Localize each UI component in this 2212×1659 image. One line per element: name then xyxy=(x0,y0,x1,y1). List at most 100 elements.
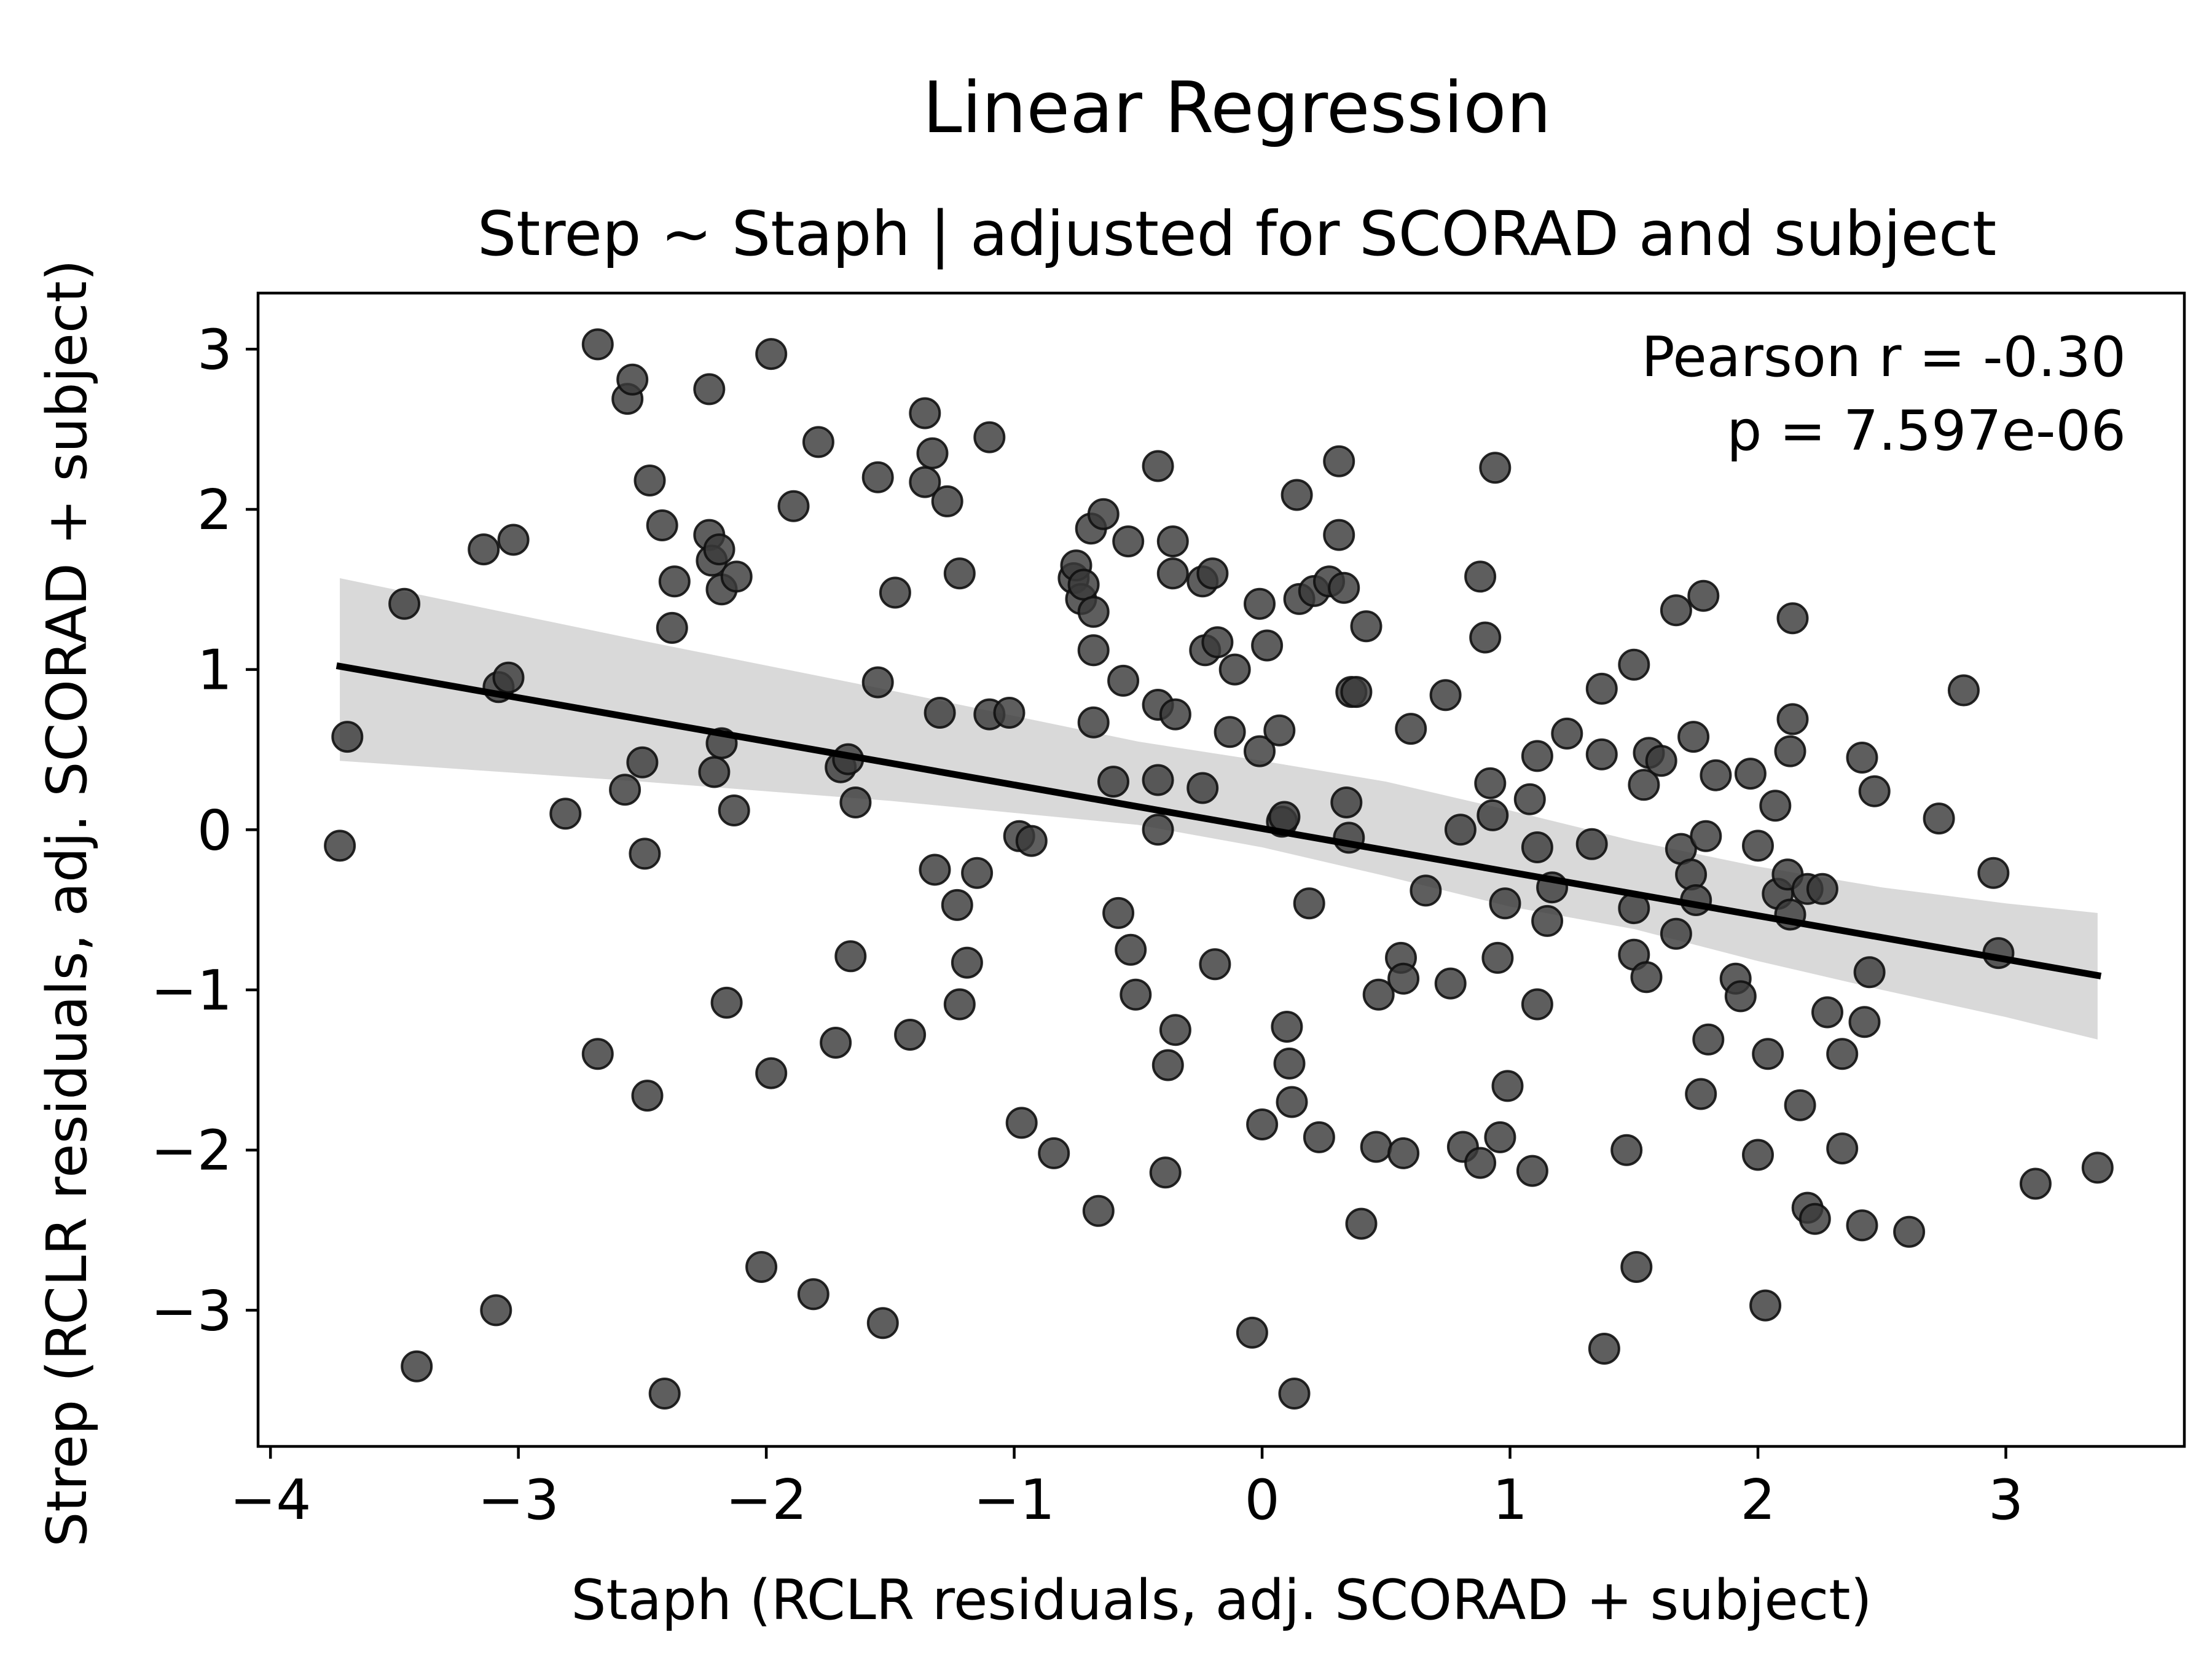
data-point xyxy=(1700,759,1732,791)
data-point xyxy=(777,490,810,522)
data-point xyxy=(1159,698,1191,731)
data-point xyxy=(1489,887,1521,920)
data-point xyxy=(1521,740,1553,772)
data-point xyxy=(1742,1139,1774,1171)
data-point xyxy=(894,1019,927,1051)
data-point xyxy=(797,1278,830,1311)
x-tick-label: 3 xyxy=(1988,1468,2023,1532)
data-point xyxy=(1620,1251,1653,1283)
y-tick-label: −3 xyxy=(151,1279,232,1343)
data-point xyxy=(1798,1202,1831,1235)
data-point xyxy=(1848,1006,1881,1038)
data-point xyxy=(1469,621,1502,654)
data-point xyxy=(1434,967,1467,1000)
x-tick-label: −4 xyxy=(230,1468,312,1532)
x-tick-label: 2 xyxy=(1740,1468,1775,1532)
data-point xyxy=(861,461,894,493)
x-axis-label: Staph (RCLR residuals, adj. SCORAD + sub… xyxy=(571,1568,1872,1633)
data-point xyxy=(1675,858,1708,891)
data-point xyxy=(1630,961,1663,994)
data-point xyxy=(616,363,649,396)
data-point xyxy=(1585,672,1618,705)
data-point xyxy=(1575,828,1608,860)
data-point xyxy=(1251,629,1284,662)
data-point xyxy=(1759,790,1792,822)
y-axis-label: Strep (RCLR residuals, adj. SCORAD + sub… xyxy=(35,259,100,1547)
data-point xyxy=(1947,674,1980,707)
data-point xyxy=(1585,738,1618,771)
chart-subtitle: Strep ~ Staph | adjusted for SCORAD and … xyxy=(477,198,1996,270)
data-point xyxy=(1323,445,1355,477)
data-point xyxy=(1690,820,1722,852)
data-point xyxy=(1724,980,1757,1013)
data-point xyxy=(1734,758,1767,790)
data-point xyxy=(1244,735,1276,767)
data-point xyxy=(718,794,750,826)
data-point xyxy=(658,565,691,598)
data-point xyxy=(492,661,525,694)
data-point xyxy=(1142,450,1174,482)
data-point xyxy=(1826,1038,1859,1070)
data-point xyxy=(1077,706,1110,739)
data-point xyxy=(802,426,834,458)
data-point xyxy=(1067,568,1100,601)
data-point xyxy=(1038,1137,1070,1169)
y-tick-label: 1 xyxy=(197,638,232,703)
data-point xyxy=(993,697,1026,729)
data-point xyxy=(1360,1131,1392,1163)
data-point xyxy=(1340,676,1373,708)
data-point xyxy=(1077,634,1110,667)
data-point xyxy=(1323,519,1355,551)
data-point xyxy=(1893,1215,1926,1248)
data-point xyxy=(834,940,867,973)
data-point xyxy=(1660,917,1692,950)
y-tick-label: 0 xyxy=(197,798,232,863)
data-point xyxy=(633,465,666,496)
data-point xyxy=(745,1251,778,1283)
data-point xyxy=(1806,873,1838,905)
data-point xyxy=(1273,1047,1306,1080)
data-point xyxy=(1444,814,1477,846)
data-point xyxy=(1303,1121,1335,1153)
data-point xyxy=(1142,764,1174,796)
data-point xyxy=(1858,775,1891,807)
data-point xyxy=(755,1057,788,1089)
x-tick-label: −3 xyxy=(477,1468,559,1532)
data-point xyxy=(755,338,788,371)
data-point xyxy=(1087,498,1120,530)
data-point xyxy=(1244,587,1276,620)
data-point xyxy=(1610,1134,1643,1166)
data-point xyxy=(1271,1011,1303,1043)
data-point xyxy=(1395,713,1427,745)
data-point xyxy=(1350,610,1382,643)
data-point xyxy=(1826,1132,1859,1165)
data-point xyxy=(1588,1333,1620,1365)
data-point xyxy=(1749,1289,1782,1322)
data-point xyxy=(1330,786,1363,818)
data-point xyxy=(1112,525,1145,558)
data-point xyxy=(1776,602,1809,635)
data-point xyxy=(1156,557,1189,590)
data-point xyxy=(581,328,614,361)
data-point xyxy=(480,1294,512,1327)
plot-frame xyxy=(256,291,2186,1448)
data-point xyxy=(1199,948,1231,981)
data-point xyxy=(388,587,421,620)
data-point xyxy=(1784,1089,1816,1121)
data-point xyxy=(631,1080,664,1112)
regression-line xyxy=(335,662,2102,979)
data-point xyxy=(609,774,641,806)
data-point xyxy=(1082,1194,1115,1227)
data-point xyxy=(866,1307,899,1339)
data-point xyxy=(941,888,973,921)
data-point xyxy=(1853,956,1886,989)
data-point xyxy=(1464,560,1497,593)
data-point xyxy=(1677,721,1710,753)
data-point xyxy=(1278,1378,1311,1410)
plot-area xyxy=(324,328,2114,1410)
data-point xyxy=(2019,1167,2052,1200)
data-point xyxy=(931,485,963,517)
data-point xyxy=(1484,1121,1516,1153)
data-point xyxy=(820,1027,852,1059)
